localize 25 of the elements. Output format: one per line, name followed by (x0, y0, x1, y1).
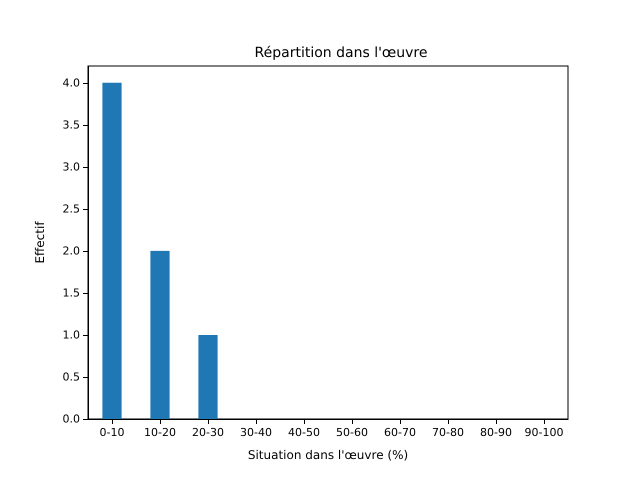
x-tick-label: 60-70 (384, 426, 416, 439)
bar (198, 334, 218, 419)
x-tick-label: 30-40 (240, 426, 272, 439)
y-tick-label: 2.5 (62, 202, 80, 216)
x-tick-label: 20-30 (192, 426, 224, 439)
chart-title: Répartition dans l'œuvre (254, 45, 428, 61)
y-tick-label: 1.5 (62, 286, 80, 300)
y-tick-label: 0.0 (62, 412, 80, 426)
y-tick-label: 3.0 (62, 160, 80, 174)
x-tick-label: 80-90 (480, 426, 512, 439)
y-tick-label: 3.5 (62, 118, 80, 132)
x-tick-label: 10-20 (144, 426, 176, 439)
y-tick-label: 1.0 (62, 328, 80, 342)
bar (102, 82, 122, 419)
x-tick-label: 70-80 (432, 426, 464, 439)
x-tick-label: 40-50 (288, 426, 320, 439)
x-tick-label: 90-100 (524, 426, 564, 439)
y-axis-title: Effectif (33, 220, 47, 264)
bar (150, 250, 170, 419)
x-tick-label: 0-10 (100, 426, 124, 439)
y-tick-label: 0.5 (62, 370, 80, 384)
x-axis-title: Situation dans l'œuvre (%) (248, 448, 408, 462)
y-tick-label: 4.0 (62, 76, 80, 90)
x-tick-label: 50-60 (336, 426, 368, 439)
y-tick-label: 2.0 (62, 244, 80, 258)
